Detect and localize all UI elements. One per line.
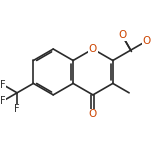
Text: O: O [143,36,151,46]
Text: O: O [118,30,126,40]
Text: F: F [0,96,6,106]
Text: F: F [14,104,20,114]
Text: O: O [89,44,97,54]
Text: O: O [89,109,97,119]
Text: F: F [0,79,6,90]
